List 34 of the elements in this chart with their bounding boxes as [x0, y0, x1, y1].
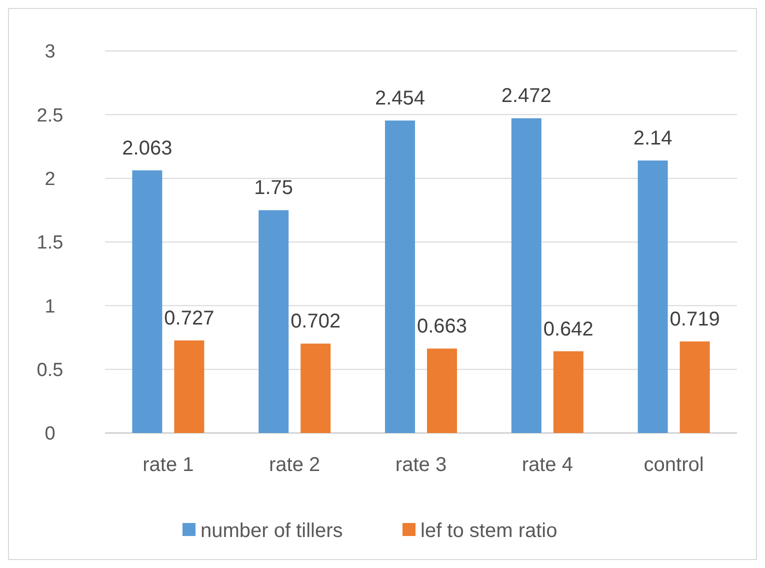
y-tick-label: 2.5 [36, 105, 64, 126]
bar [511, 118, 542, 433]
bar [553, 351, 584, 433]
data-label: 0.663 [416, 316, 468, 338]
x-tick-label: control [644, 454, 704, 476]
x-tick-label: rate 3 [395, 454, 447, 476]
legend-label: lef to stem ratio [420, 520, 558, 542]
y-tick-label: 0 [44, 424, 56, 445]
bar [385, 120, 415, 433]
bar [174, 340, 204, 433]
bar [300, 344, 331, 433]
y-tick-label: 1.5 [36, 232, 64, 254]
y-tick-label: 0.5 [36, 360, 64, 381]
data-label: 0.719 [670, 308, 720, 330]
data-label: 0.642 [543, 318, 594, 340]
bar [638, 160, 668, 433]
x-tick-label: rate 2 [269, 454, 320, 476]
data-label: 2.454 [374, 88, 426, 110]
data-label: 2.472 [501, 85, 552, 108]
bar [680, 341, 710, 433]
y-tick-label: 2 [44, 168, 56, 190]
bar [427, 348, 457, 433]
bar [132, 170, 162, 433]
data-label: 0.727 [164, 307, 214, 330]
data-label: 2.14 [633, 128, 672, 150]
data-label: 1.75 [254, 177, 294, 200]
x-tick-label: rate 1 [142, 454, 194, 476]
y-tick-label: 1 [44, 296, 56, 318]
legend-label: number of tillers [200, 520, 343, 542]
data-label: 2.063 [122, 137, 172, 160]
data-label: 0.702 [290, 310, 341, 333]
x-tick-label: rate 4 [522, 454, 573, 476]
bar [258, 210, 289, 433]
y-tick-label: 3 [44, 42, 56, 63]
